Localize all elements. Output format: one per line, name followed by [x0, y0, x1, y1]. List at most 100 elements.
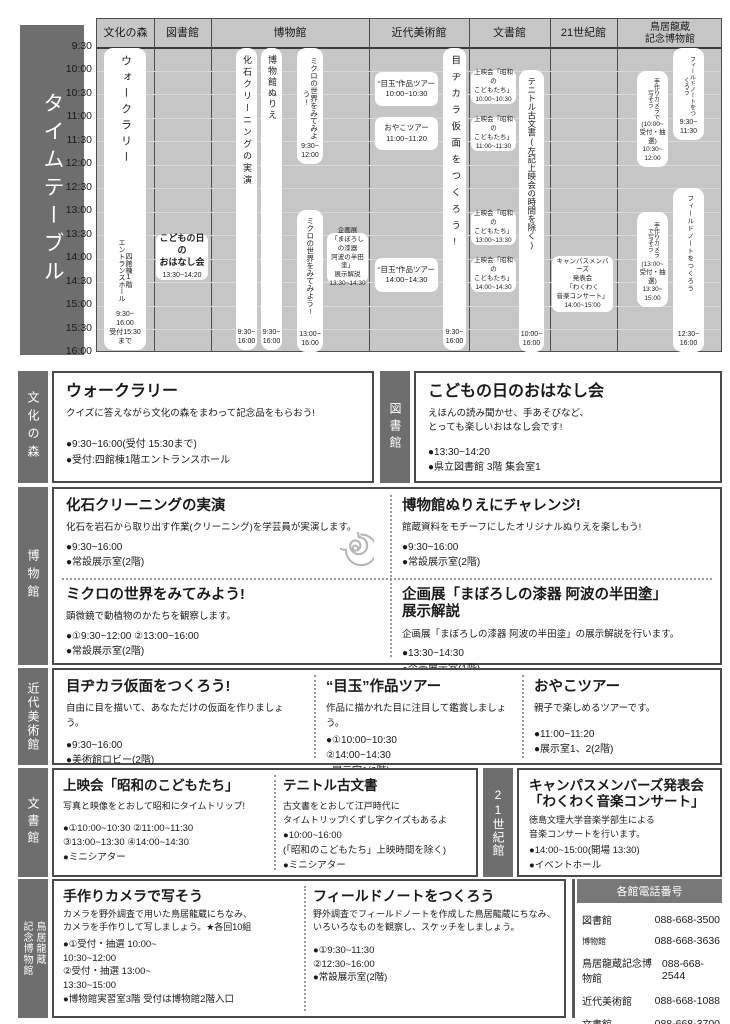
event-bar-camera-2: 手作りカメラで写そう (13:00~ 受付・抽選) 13:30~ 15:00	[637, 212, 668, 307]
time-label: 14:00	[65, 251, 92, 263]
timetable-side-banner: タイムテーブル	[20, 25, 84, 355]
gridline	[97, 165, 721, 166]
section-label-hakubutsu: 博物館	[18, 487, 48, 665]
event-desc: 親子で楽しめるツアーです。	[534, 703, 656, 715]
event-bar-mask: 目ヂカラ仮面をつくろう! 9:30~ 16:00	[443, 48, 466, 350]
event-info: ●13:30~14:20 ●県立図書館 3階 集会室1	[428, 446, 541, 474]
event-bar-micro-2: ミクロの世界をみてみよう! 13:00~ 16:00	[297, 210, 323, 352]
section-bunka: ウォークラリー クイズに答えながら文化の森をまわって記念品をもらおう! ●9:3…	[52, 371, 374, 483]
event-title: おやこツアー	[534, 679, 621, 695]
column-header-bijutsu: 近代美術館	[391, 27, 447, 39]
event-bar-walk-rally: ウォークラリー 四館棟1階 エントランスホール 9:30~ 16:00 受付15…	[104, 48, 146, 350]
dotted-divider	[274, 775, 276, 870]
phone-row: 鳥居龍蔵記念博物館 088-668-2544	[577, 951, 722, 989]
event-bar-title: 化石クリーニングの実演	[242, 55, 252, 187]
event-title: キャンパスメンバーズ発表会 「わくわく音楽コンサート」	[529, 778, 705, 810]
event-desc: 写真と映像をとおして昭和にタイムトリップ!	[63, 801, 246, 812]
event-bar-kaseki: 化石クリーニングの実演 9:30~ 16:00	[236, 48, 257, 350]
timetable-grid: 文化の森 図書館 博物館 近代美術館 文書館 21世紀館 鳥居龍蔵 記念博物館	[96, 18, 722, 352]
event-cell-nurie: 博物館ぬりえにチャレンジ! 館蔵資料をモチーフにしたオリジナルぬりえを楽しもう!…	[390, 489, 720, 578]
event-box-medama-tour-2: “目玉”作品ツアー 14:00~14:30	[375, 258, 438, 292]
event-info: ●11:00~11:20 ●展示室1、2(2階)	[534, 728, 614, 756]
section-hakubutsu: 化石クリーニングの実演 化石を岩石から取り出す作業(クリーニング)を学芸員が実演…	[52, 487, 722, 675]
dotted-divider	[62, 578, 712, 580]
column-divider	[617, 19, 618, 351]
section-label-text: 博物館	[26, 549, 40, 603]
event-title: 上映会「昭和のこどもたち」	[63, 778, 239, 793]
event-title: ミクロの世界をみてみよう!	[66, 587, 245, 603]
gridline	[97, 329, 721, 330]
event-box-title: こどもの日の おはなし会	[159, 233, 205, 267]
event-bar-venue: 四館棟1階 エントランスホール	[118, 238, 132, 302]
section-label-bunsho: 文書館	[18, 768, 48, 877]
phone-row: 文書館 088-668-3700	[577, 1012, 722, 1024]
section-label-text: 図書館	[388, 401, 402, 453]
dotted-divider	[304, 886, 306, 1011]
column-header-bunka: 文化の森	[103, 27, 148, 39]
dotted-divider	[314, 675, 316, 758]
gridline	[97, 235, 721, 236]
event-bar-time: (10:00~ 受付・抽選) 10:30~ 12:00	[639, 120, 666, 162]
event-title: ウォークラリー	[66, 383, 179, 400]
event-bar-title: 目ヂカラ仮面をつくろう!	[449, 55, 461, 255]
event-bar-time: 9:30~ 16:00	[262, 328, 281, 345]
event-bar-time: 9:30~ 12:00	[301, 142, 319, 159]
event-bar-title: フィールドノートをつくろう	[682, 56, 695, 117]
facility-name: 近代美術館	[582, 997, 632, 1008]
column-header-bunsho: 文書館	[493, 27, 526, 39]
event-bar-time: 13:00~ 16:00	[299, 330, 321, 347]
section-label-bijutsu: 近代美術館	[18, 668, 48, 765]
facility-name: 鳥居龍蔵記念博物館	[582, 959, 652, 985]
event-title: フィールドノートをつくろう	[313, 888, 495, 904]
column-divider	[369, 19, 370, 351]
facility-name: 文書館	[582, 1016, 612, 1024]
time-label: 10:30	[65, 87, 92, 99]
event-info: ●①受付・抽選 10:00~ 10:30~12:00 ②受付・抽選 13:00~…	[63, 938, 234, 1005]
phone-row: 近代美術館 088-668-1088	[577, 989, 722, 1012]
event-desc: 館蔵資料をモチーフにしたオリジナルぬりえを楽しもう!	[402, 522, 642, 534]
column-header-torii: 鳥居龍蔵 記念博物館	[645, 22, 695, 45]
event-title: 化石クリーニングの実演	[66, 498, 226, 514]
event-cell-tenitoru: テニトル古文書 古文書をとおして江戸時代に タイムトリップ!くずし字クイズもある…	[274, 770, 480, 875]
column-divider	[154, 19, 155, 351]
phone-number: 088-668-3636	[654, 935, 720, 947]
event-desc: 作品に描かれた目に注目して鑑賞しましょう。	[326, 703, 507, 729]
event-bar-micro-1: ミクロの世界をみてみよう! 9:30~ 12:00	[297, 48, 323, 164]
event-title: 手作りカメラで写そう	[63, 888, 203, 904]
event-box-medama-tour-1: “目玉”作品ツアー 10:00~10:30	[375, 72, 438, 106]
timetable-title: タイムテーブル	[41, 92, 64, 288]
event-desc: 化石を岩石から取り出す作業(クリーニング)を学芸員が実演します。	[66, 522, 357, 534]
event-cell-fieldnote: フィールドノートをつくろう 野外調査でフィールドノートを作成した鳥居龍蔵にちなみ…	[304, 881, 568, 1016]
event-bar-fieldnote-1: フィールドノートをつくろう 9:30~ 11:30	[673, 48, 704, 140]
event-box-eiga-1: 上映会「昭和の こどもたち」 10:00~10:30	[471, 69, 516, 104]
time-label: 13:30	[65, 228, 92, 240]
facility-name: 図書館	[582, 916, 612, 927]
phone-number: 088-668-1088	[654, 994, 720, 1007]
event-title: 企画展「まぼろしの漆器 阿波の半田塗」 展示解説	[402, 587, 668, 621]
column-header-hakubutsu: 博物館	[273, 27, 307, 39]
event-bar-title: 博物館ぬりえ	[267, 55, 277, 121]
event-box-eiga-2: 上映会「昭和の こどもたち」 11:00~11:30	[471, 116, 516, 151]
event-info: ●①9:30~12:00 ②13:00~16:00 ●常設展示室(2階)	[66, 630, 199, 658]
column-divider	[211, 19, 212, 351]
event-info: ●①10:00~10:30 ②11:00~11:30 ③13:00~13:30 …	[63, 822, 194, 864]
section-label-text: 21世紀館	[491, 788, 505, 857]
event-bar-title: 手作りカメラで写そう	[646, 221, 659, 258]
event-bar-nurie: 博物館ぬりえ 9:30~ 16:00	[261, 48, 282, 350]
event-bar-tenitoru: テニトル古文書(左記上映会の時間を除く) 10:00~ 16:00	[519, 70, 544, 352]
section-c21: キャンパスメンバーズ発表会 「わくわく音楽コンサート」 徳島文理大学音楽学部生に…	[517, 768, 722, 877]
phone-table-header: 各館電話番号	[577, 879, 722, 903]
event-info: ●9:30~16:00(受付 15:30まで) ●受付:四館棟1階エントランスホ…	[66, 439, 231, 466]
event-bar-title: ウォークラリー	[119, 55, 132, 167]
event-title: “目玉”作品ツアー	[326, 679, 442, 695]
section-bunsho: 上映会「昭和のこどもたち」 写真と映像をとおして昭和にタイムトリップ! ●①10…	[52, 768, 478, 877]
event-desc: クイズに答えながら文化の森をまわって記念品をもらおう!	[66, 408, 315, 420]
time-label: 14:30	[65, 275, 92, 287]
event-bar-title: ミクロの世界をみてみよう!	[302, 57, 319, 140]
gridline	[97, 188, 721, 189]
event-cell-micro: ミクロの世界をみてみよう! 顕微鏡で動植物のかたちを観察します。 ●①9:30~…	[54, 578, 390, 663]
column-header-tosho: 図書館	[166, 27, 199, 39]
event-desc: えほんの読み聞かせ、手あそびなど、 とっても楽しいおはなし会です!	[428, 408, 590, 434]
time-label: 11:30	[66, 134, 93, 146]
time-label: 10:00	[65, 63, 92, 75]
